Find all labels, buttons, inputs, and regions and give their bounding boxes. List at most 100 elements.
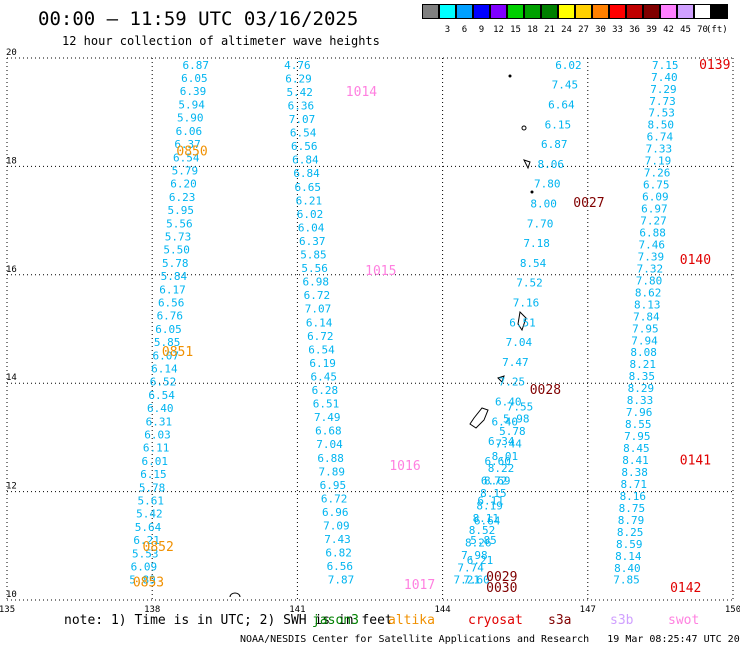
wave-height-value: 6.56 xyxy=(291,140,318,153)
wave-height-value: 6.21 xyxy=(467,554,494,567)
wave-height-value: 6.84 xyxy=(293,167,320,180)
wave-height-value: 6.21 xyxy=(133,534,160,547)
wave-height-value: 4.76 xyxy=(284,59,311,72)
wave-height-value: 6.19 xyxy=(309,357,336,370)
wave-height-value: 8.22 xyxy=(488,462,515,475)
wave-height-value: 6.82 xyxy=(325,547,352,560)
wave-height-value: 7.16 xyxy=(513,296,540,309)
wave-height-value: 6.54 xyxy=(173,151,200,164)
lat-tick-label: 18 xyxy=(6,156,17,166)
color-scale-box xyxy=(473,4,490,19)
color-scale-box xyxy=(524,4,541,19)
wave-height-value: 6.76 xyxy=(157,310,184,323)
pass-time-label: 0139 xyxy=(699,58,730,73)
wave-height-value: 7.70 xyxy=(527,217,554,230)
wave-height-value: 7.60 xyxy=(463,574,490,587)
wave-height-value: 6.11 xyxy=(477,495,504,508)
pass-time-label: 0850 xyxy=(176,145,207,160)
wave-height-value: 5.42 xyxy=(286,86,313,99)
wave-height-value: 7.04 xyxy=(316,438,343,451)
wave-height-value: 7.15 xyxy=(652,59,679,72)
wave-height-value: 5.56 xyxy=(301,262,328,275)
wave-height-value: 6.14 xyxy=(306,316,333,329)
color-scale-tick: 12 xyxy=(493,25,504,35)
wave-height-value: 7.84 xyxy=(633,310,660,323)
wave-height-value: 6.29 xyxy=(285,72,312,85)
wave-height-value: 6.68 xyxy=(315,425,342,438)
wave-height-value: 7.07 xyxy=(289,113,316,126)
wave-height-value: 6.17 xyxy=(159,283,186,296)
wave-height-value: 6.09 xyxy=(642,191,669,204)
wave-height-value: 8.01 xyxy=(492,450,519,463)
wave-height-value: 6.06 xyxy=(176,125,203,138)
wave-height-value: 6.37 xyxy=(299,235,326,248)
wave-height-value: 7.33 xyxy=(646,143,673,156)
wave-height-value: 6.07 xyxy=(152,349,179,362)
wave-height-value: 8.69 xyxy=(484,475,511,488)
wave-height-value: 6.54 xyxy=(308,343,335,356)
wave-height-value: 6.56 xyxy=(158,296,185,309)
wave-height-value: 6.72 xyxy=(321,492,348,505)
footnote-note: note: 1) Time is in UTC; 2) SWH is in fe… xyxy=(64,613,393,628)
color-scale-tick: 27 xyxy=(578,25,589,35)
color-scale-tick: 39 xyxy=(646,25,657,35)
satellite-legend-item: cryosat xyxy=(468,613,523,628)
lat-tick-label: 12 xyxy=(6,482,17,492)
wave-height-value: 6.72 xyxy=(481,475,508,488)
wave-height-value: 6.01 xyxy=(142,455,169,468)
wave-height-value: 6.72 xyxy=(307,330,334,343)
wave-height-value: 7.40 xyxy=(651,71,678,84)
wave-height-value: 7.55 xyxy=(507,400,534,413)
island-dot xyxy=(521,125,527,131)
island-outline xyxy=(497,375,505,383)
wave-height-value: 7.09 xyxy=(323,520,350,533)
wave-height-value: 8.40 xyxy=(614,562,641,575)
wave-height-value: 7.29 xyxy=(650,83,677,96)
color-scale-box xyxy=(643,4,660,19)
satellite-legend-item: swot xyxy=(668,613,700,628)
wave-height-value: 6.64 xyxy=(474,514,501,527)
color-scale-box xyxy=(558,4,575,19)
wave-height-value: 6.40 xyxy=(147,402,174,415)
wave-height-value: 6.45 xyxy=(311,370,338,383)
wave-height-value: 7.87 xyxy=(328,574,355,587)
color-scale-tick: 21 xyxy=(544,25,555,35)
island-outline xyxy=(523,159,531,170)
wave-height-value: 6.14 xyxy=(151,362,178,375)
wave-height-value: 8.00 xyxy=(530,197,557,210)
color-scale-tick: 3 xyxy=(444,25,451,35)
color-scale-tick: 42 xyxy=(663,25,674,35)
color-scale-tick: 70 xyxy=(697,25,708,35)
wave-height-value: 7.52 xyxy=(516,277,543,290)
satellite-legend-item: s3a xyxy=(548,613,572,628)
lon-tick-label: 135 xyxy=(0,605,15,615)
wave-height-value: 7.44 xyxy=(495,437,522,450)
wave-height-value: 5.50 xyxy=(163,244,190,257)
wave-height-value: 6.11 xyxy=(143,442,170,455)
wave-height-value: 8.50 xyxy=(647,119,674,132)
wave-height-value: 8.13 xyxy=(634,298,661,311)
wave-height-value: 6.34 xyxy=(488,435,515,448)
wave-height-value: 7.39 xyxy=(638,250,665,263)
color-scale-tick: 18 xyxy=(527,25,538,35)
color-scale-box xyxy=(609,4,626,19)
wave-height-value: 7.80 xyxy=(534,178,561,191)
pass-time-label: 0028 xyxy=(530,383,561,398)
satellite-legend-item: jason3 xyxy=(312,613,359,628)
pass-time-label: 0141 xyxy=(680,454,711,469)
satellite-legend-item: s3b xyxy=(610,613,634,628)
wave-height-value: 8.35 xyxy=(629,370,656,383)
wave-height-value: 6.23 xyxy=(169,191,196,204)
wave-height-value: 8.41 xyxy=(622,454,649,467)
color-scale-box xyxy=(456,4,473,19)
wave-height-value: 6.95 xyxy=(320,479,347,492)
color-scale-box xyxy=(660,4,677,19)
wave-height-value: 6.87 xyxy=(183,59,210,72)
wave-height-value: 6.75 xyxy=(643,179,670,192)
wave-height-value: 7.32 xyxy=(637,262,664,275)
wave-height-value: 6.02 xyxy=(555,59,582,72)
pass-time-label: 0851 xyxy=(162,345,193,360)
lat-tick-label: 20 xyxy=(6,48,17,58)
wave-height-value: 7.49 xyxy=(314,411,341,424)
wave-height-value: 6.40 xyxy=(495,396,522,409)
